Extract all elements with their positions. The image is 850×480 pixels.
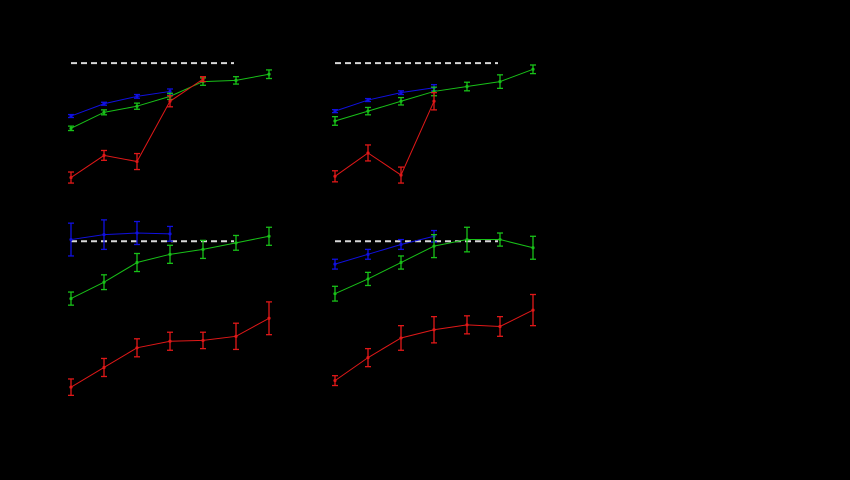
data-point: [267, 316, 271, 320]
data-point: [465, 237, 469, 242]
series-line-blue: [334, 235, 435, 265]
series-red: [68, 76, 206, 184]
data-point: [168, 89, 172, 94]
data-point: [333, 119, 337, 123]
data-point: [498, 237, 502, 242]
data-point: [135, 159, 139, 164]
data-point: [135, 231, 139, 235]
data-point: [234, 241, 238, 245]
data-point: [333, 379, 337, 383]
data-point: [531, 67, 535, 71]
series-line-red: [334, 101, 435, 177]
data-point: [69, 126, 73, 130]
data-point: [168, 252, 172, 256]
panel-bottom-left: [68, 219, 272, 397]
series-line-blue: [70, 90, 171, 117]
data-point: [102, 102, 106, 106]
panel-bottom-right: [332, 226, 536, 387]
data-point: [399, 242, 403, 247]
data-point: [399, 336, 403, 340]
data-point: [366, 151, 370, 155]
data-point: [333, 174, 337, 178]
series-red: [332, 92, 437, 184]
series-blue: [68, 219, 173, 257]
data-point: [69, 175, 73, 180]
data-point: [333, 262, 337, 266]
data-point: [168, 339, 172, 343]
data-point: [102, 110, 106, 114]
data-point: [399, 260, 403, 265]
data-point: [399, 91, 403, 95]
data-point: [399, 99, 403, 103]
data-point: [333, 109, 337, 113]
data-point: [102, 153, 106, 157]
panel-top-left: [68, 62, 272, 184]
series-green: [332, 226, 536, 302]
series-line-blue: [70, 232, 171, 241]
data-point: [102, 280, 106, 284]
chart-panels: [68, 62, 536, 397]
data-point: [267, 72, 271, 76]
data-point: [432, 328, 436, 332]
series-red: [332, 293, 536, 387]
data-point: [135, 94, 139, 98]
data-point: [432, 244, 436, 248]
data-point: [366, 109, 370, 113]
data-point: [531, 246, 535, 250]
data-point: [465, 84, 469, 89]
series-line-blue: [334, 87, 435, 112]
data-point: [201, 338, 205, 343]
data-point: [531, 308, 535, 312]
data-point: [69, 237, 73, 242]
data-point: [498, 324, 502, 329]
data-point: [366, 277, 370, 281]
data-point: [69, 297, 73, 301]
data-point: [234, 334, 238, 338]
data-point: [366, 356, 370, 360]
data-point: [201, 247, 205, 251]
data-point: [135, 260, 139, 265]
data-point: [168, 232, 172, 236]
data-point: [432, 99, 436, 103]
panel-top-right: [332, 62, 536, 184]
data-point: [267, 234, 271, 238]
data-point: [366, 252, 370, 256]
series-red: [68, 301, 272, 397]
data-point: [201, 77, 205, 81]
data-point: [69, 385, 73, 389]
data-point: [498, 80, 502, 84]
data-point: [465, 323, 469, 327]
data-point: [366, 98, 370, 102]
series-green: [332, 64, 536, 126]
data-point: [102, 365, 106, 370]
data-point: [333, 292, 337, 296]
data-point: [399, 173, 403, 177]
series-blue: [68, 88, 173, 119]
series-green: [68, 226, 272, 306]
data-point: [168, 99, 172, 103]
data-point: [135, 104, 139, 108]
data-point: [102, 233, 106, 237]
data-point: [135, 346, 139, 350]
data-point: [234, 78, 238, 82]
data-point: [69, 114, 73, 118]
